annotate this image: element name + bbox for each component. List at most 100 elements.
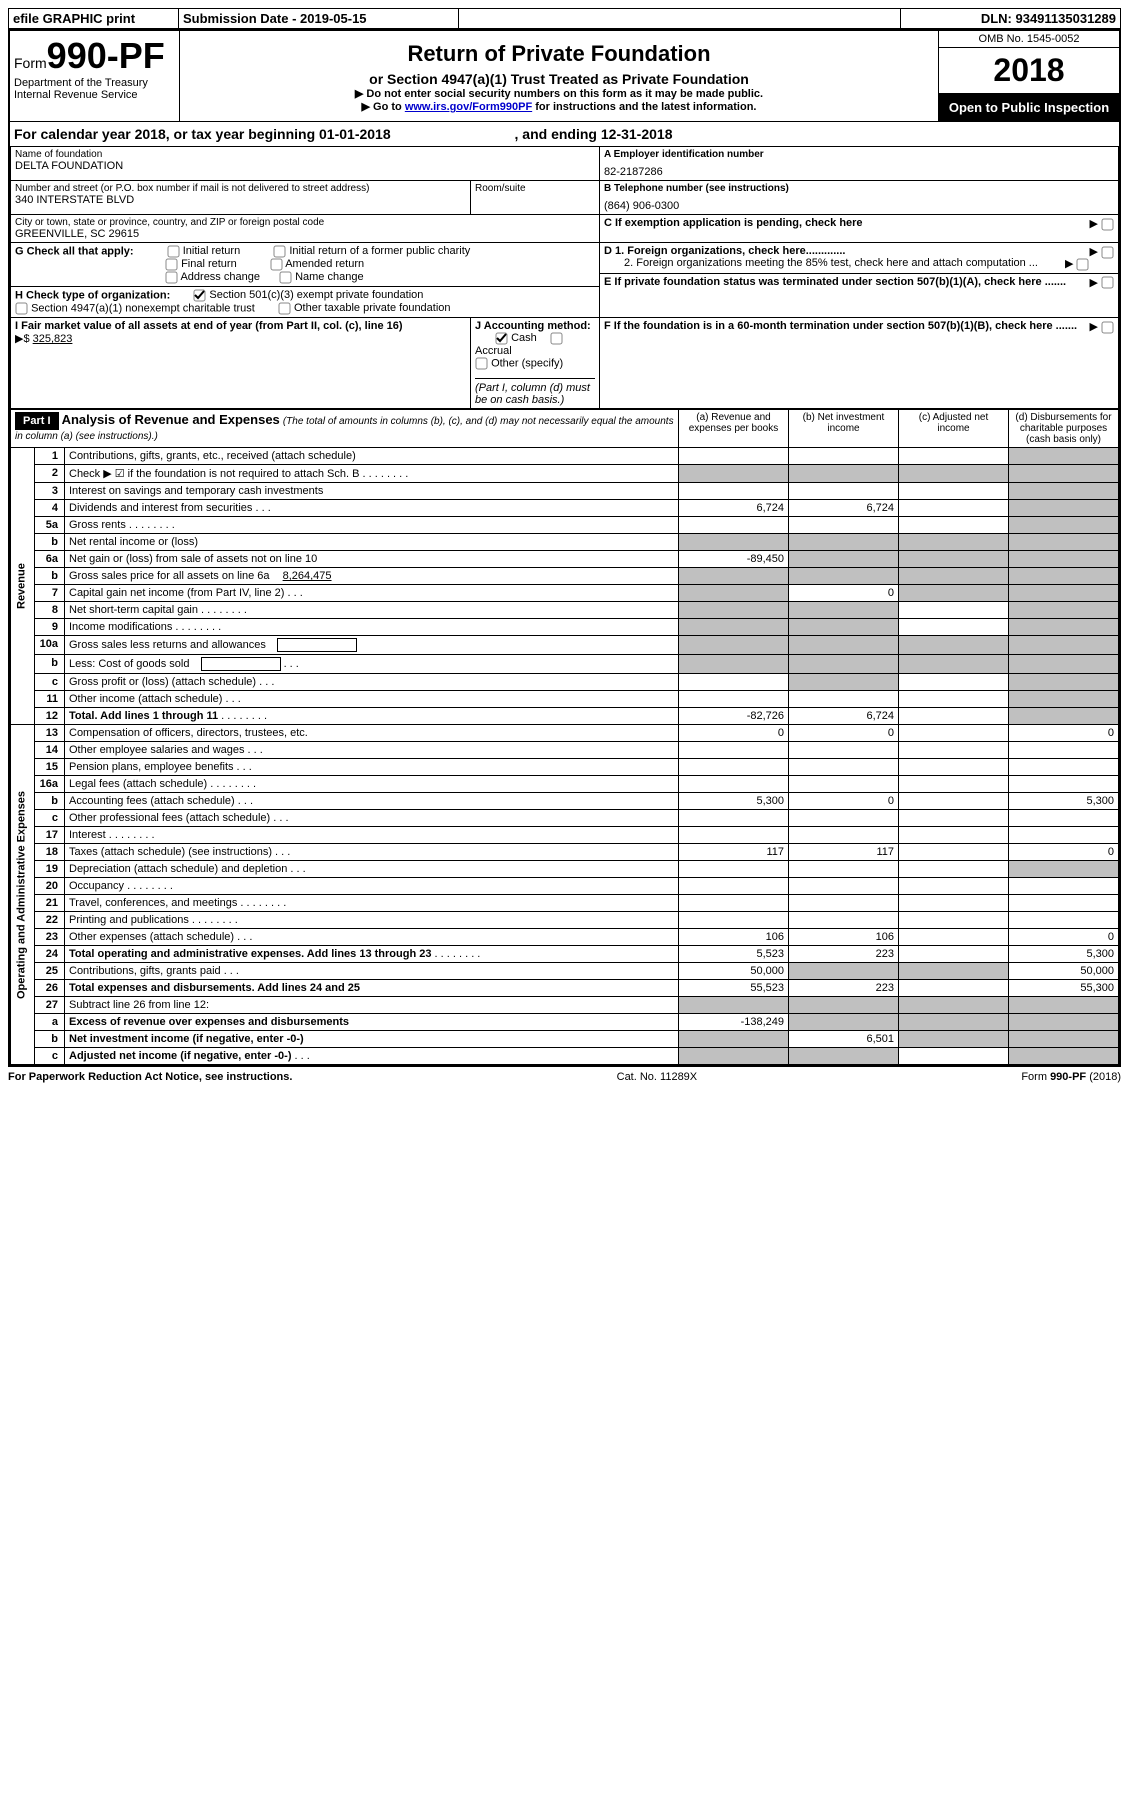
line-desc: Net gain or (loss) from sale of assets n…: [65, 551, 679, 568]
d1-text: D 1. Foreign organizations, check here..…: [604, 245, 845, 257]
amount-b: [789, 963, 899, 980]
table-row: bGross sales price for all assets on lin…: [11, 568, 1119, 585]
amount-b: [789, 1014, 899, 1031]
amount-a: [679, 655, 789, 674]
line-number: 19: [35, 861, 65, 878]
form-title: Return of Private Foundation: [186, 41, 932, 67]
checkbox-d2[interactable]: [1076, 258, 1089, 271]
table-row: Operating and Administrative Expenses13C…: [11, 725, 1119, 742]
table-row: cOther professional fees (attach schedul…: [11, 810, 1119, 827]
checkbox-j2[interactable]: [550, 332, 563, 345]
amount-a: [679, 568, 789, 585]
irs-link[interactable]: www.irs.gov/Form990PF: [405, 101, 532, 113]
amount-c: [899, 1031, 1009, 1048]
amount-b: [789, 912, 899, 929]
checkbox-g1[interactable]: [167, 245, 180, 258]
phone-value: (864) 906-0300: [604, 200, 1114, 212]
line-number: 15: [35, 759, 65, 776]
amount-d: [1009, 776, 1119, 793]
j3-text: Other (specify): [491, 357, 563, 369]
table-row: cGross profit or (loss) (attach schedule…: [11, 674, 1119, 691]
line-desc: Total. Add lines 1 through 11: [65, 708, 679, 725]
checkbox-h2[interactable]: [15, 302, 28, 315]
table-row: 18Taxes (attach schedule) (see instructi…: [11, 844, 1119, 861]
c-label: C If exemption application is pending, c…: [604, 217, 863, 229]
line-desc: Travel, conferences, and meetings: [65, 895, 679, 912]
table-row: 5aGross rents: [11, 517, 1119, 534]
amount-b: [789, 568, 899, 585]
checkbox-h3[interactable]: [278, 302, 291, 315]
checkbox-g3[interactable]: [165, 258, 178, 271]
amount-c: [899, 517, 1009, 534]
amount-c: [899, 776, 1009, 793]
amount-d: [1009, 742, 1119, 759]
line-desc: Check ▶ ☑ if the foundation is not requi…: [65, 465, 679, 483]
line-desc: Taxes (attach schedule) (see instruction…: [65, 844, 679, 861]
line-number: 5a: [35, 517, 65, 534]
line-number: 8: [35, 602, 65, 619]
line-desc: Legal fees (attach schedule): [65, 776, 679, 793]
checkbox-h1[interactable]: [193, 289, 206, 302]
amount-c: [899, 655, 1009, 674]
amount-a: [679, 1048, 789, 1065]
submission-cell: Submission Date - 2019-05-15: [179, 9, 459, 29]
footer-left: For Paperwork Reduction Act Notice, see …: [8, 1071, 292, 1083]
amount-a: [679, 895, 789, 912]
line-desc: Depreciation (attach schedule) and deple…: [65, 861, 679, 878]
amount-a: -138,249: [679, 1014, 789, 1031]
amount-b: [789, 619, 899, 636]
line-number: 22: [35, 912, 65, 929]
table-row: 14Other employee salaries and wages: [11, 742, 1119, 759]
checkbox-d1[interactable]: [1101, 246, 1114, 259]
line-desc: Other expenses (attach schedule): [65, 929, 679, 946]
line-number: 2: [35, 465, 65, 483]
part1-title: Analysis of Revenue and Expenses: [62, 412, 280, 427]
table-row: 27Subtract line 26 from line 12:: [11, 997, 1119, 1014]
amount-b: [789, 655, 899, 674]
line-number: c: [35, 810, 65, 827]
table-row: bNet investment income (if negative, ent…: [11, 1031, 1119, 1048]
checkbox-c[interactable]: [1101, 218, 1114, 231]
amount-a: 5,300: [679, 793, 789, 810]
line-desc: Excess of revenue over expenses and disb…: [65, 1014, 679, 1031]
line-desc: Net short-term capital gain: [65, 602, 679, 619]
checkbox-j3[interactable]: [475, 357, 488, 370]
e-text: E If private foundation status was termi…: [604, 276, 1066, 288]
table-row: 25Contributions, gifts, grants paid50,00…: [11, 963, 1119, 980]
amount-a: [679, 861, 789, 878]
amount-a: [679, 517, 789, 534]
line-desc: Gross profit or (loss) (attach schedule): [65, 674, 679, 691]
part1-table: Part I Analysis of Revenue and Expenses …: [10, 409, 1119, 1065]
amount-c: [899, 534, 1009, 551]
amount-c: [899, 725, 1009, 742]
line-desc: Total expenses and disbursements. Add li…: [65, 980, 679, 997]
checkbox-g6[interactable]: [279, 271, 292, 284]
checkbox-g4[interactable]: [270, 258, 283, 271]
checkbox-g5[interactable]: [165, 271, 178, 284]
amount-d: [1009, 483, 1119, 500]
line-number: b: [35, 793, 65, 810]
top-bar: efile GRAPHIC print Submission Date - 20…: [8, 8, 1121, 29]
footer-right: Form 990-PF (2018): [1021, 1071, 1121, 1083]
amount-c: [899, 602, 1009, 619]
checkbox-j1[interactable]: [495, 332, 508, 345]
line-desc: Gross sales price for all assets on line…: [65, 568, 679, 585]
cal-end: 12-31-2018: [601, 126, 673, 142]
amount-c: [899, 1048, 1009, 1065]
table-row: 9Income modifications: [11, 619, 1119, 636]
form-number: 990-PF: [47, 35, 165, 76]
amount-b: [789, 810, 899, 827]
amount-c: [899, 568, 1009, 585]
table-row: 8Net short-term capital gain: [11, 602, 1119, 619]
side-revenue: Revenue: [11, 448, 35, 725]
line-desc: Dividends and interest from securities: [65, 500, 679, 517]
amount-c: [899, 963, 1009, 980]
line-number: 14: [35, 742, 65, 759]
amount-b: 0: [789, 585, 899, 602]
checkbox-e[interactable]: [1101, 276, 1114, 289]
checkbox-f[interactable]: [1101, 321, 1114, 334]
amount-d: [1009, 602, 1119, 619]
checkbox-g2[interactable]: [273, 245, 286, 258]
amount-c: [899, 691, 1009, 708]
amount-b: [789, 997, 899, 1014]
